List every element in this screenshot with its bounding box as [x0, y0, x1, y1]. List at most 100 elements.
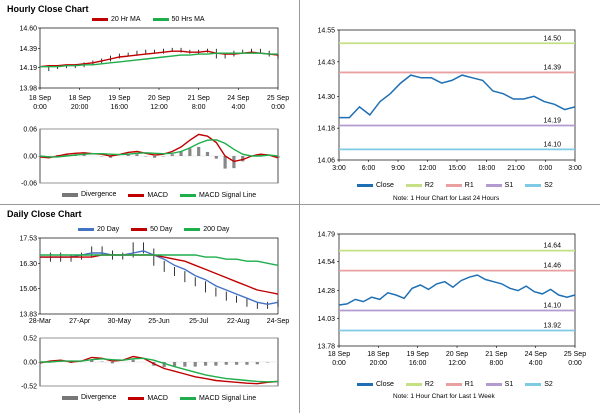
- x-tick-label: 28-Mar: [29, 318, 52, 325]
- x-tick-label: 6:00: [362, 165, 376, 172]
- pivot-level-label: 14.10: [543, 141, 561, 148]
- y-tick-label: 0.00: [23, 154, 37, 161]
- x-tick-label: 16:00: [111, 104, 129, 111]
- hourly-macd-plot: 0.06 0.00 -0.06: [21, 127, 280, 188]
- x-tick-label: 21:00: [507, 165, 525, 172]
- divergence-bar: [188, 148, 192, 156]
- x-tick-label: 4:00: [529, 360, 543, 367]
- x-tick-label: 0:00: [271, 104, 285, 111]
- ma-line: [40, 254, 279, 295]
- divergence-bar: [255, 362, 259, 365]
- x-tick-label: 25 Sep: [267, 95, 289, 102]
- x-tick-label: 0:00: [568, 360, 582, 367]
- legend-r1-daily: R1: [445, 381, 474, 388]
- hourly-price-legend: 20 Hr MA 50 Hrs MA: [92, 16, 215, 23]
- x-tick-label: 25-Jul: [189, 318, 209, 325]
- divergence-bar: [214, 156, 218, 159]
- x-tick-label: 20 Sep: [446, 351, 468, 358]
- plot-frame: [39, 237, 279, 315]
- y-tick-label: 13.98: [19, 86, 37, 93]
- pivot-level-label: 13.92: [543, 322, 561, 329]
- divergence-bar: [90, 359, 94, 362]
- plot-frame: [338, 29, 576, 161]
- legend-r2-daily: R2: [405, 381, 434, 388]
- ma-line: [40, 52, 278, 68]
- y-tick-label: 14.55: [317, 28, 335, 35]
- legend-macd-signal: MACD Signal Line: [179, 192, 256, 199]
- x-tick-label: 15:00: [448, 165, 466, 172]
- legend-s2-daily: S2: [525, 381, 553, 388]
- y-tick-label: 14.18: [317, 126, 335, 133]
- x-tick-label: 24-Sep: [267, 318, 290, 325]
- ma-line: [40, 250, 279, 306]
- y-tick-label: 0.52: [23, 336, 37, 343]
- x-tick-label: 27-Apr: [69, 318, 91, 325]
- x-tick-label: 19 Sep: [407, 351, 429, 358]
- divergence-bar: [108, 156, 113, 158]
- daily-pivot-note: Note: 1 Hour Chart for Last 1 Week: [393, 393, 495, 400]
- divergence-bar: [241, 156, 245, 162]
- legend-20hr-ma: 20 Hr MA: [92, 16, 141, 23]
- y-tick-label: 14.06: [317, 158, 335, 165]
- legend-macd-daily: MACD: [128, 395, 168, 402]
- macd-line: [39, 139, 279, 158]
- y-tick-label: 14.19: [19, 65, 37, 72]
- y-tick-label: 14.43: [317, 59, 335, 66]
- y-tick-label: 0.00: [23, 360, 37, 367]
- column-divider: [299, 0, 300, 413]
- x-tick-label: 24 Sep: [525, 351, 547, 358]
- x-tick-label: 18:00: [478, 165, 496, 172]
- pivot-level-label: 14.46: [543, 263, 561, 270]
- x-tick-label: 16:00: [409, 360, 427, 367]
- x-tick-label: 20:00: [370, 360, 388, 367]
- divergence-bar: [258, 154, 262, 156]
- y-tick-label: 14.39: [19, 46, 37, 53]
- daily-section-title: Daily Close Chart: [7, 209, 82, 219]
- y-tick-label: 17.53: [19, 236, 37, 243]
- divergence-bar: [126, 154, 130, 156]
- legend-macd: MACD: [128, 192, 168, 199]
- ma-line: [40, 254, 279, 266]
- legend-s2: S2: [525, 182, 553, 189]
- pivot-level-label: 14.50: [543, 35, 561, 42]
- x-tick-label: 0:00: [332, 360, 346, 367]
- y-tick-label: 14.60: [19, 26, 37, 33]
- daily-macd-plot: 0.52 0.00 -0.52: [21, 336, 279, 391]
- divergence-bar: [223, 156, 227, 169]
- hourly-pivot-legend: Close R2 R1 S1 S2: [357, 182, 563, 189]
- y-tick-label: 13.83: [19, 312, 37, 319]
- hourly-macd-legend: Divergence MACD MACD Signal Line: [62, 191, 266, 199]
- divergence-bar: [152, 156, 157, 158]
- legend-divergence-daily: Divergence: [62, 394, 116, 401]
- pivot-level-label: 14.19: [543, 118, 561, 125]
- pivot-level-label: 14.10: [543, 303, 561, 310]
- y-tick-label: 0.06: [23, 127, 37, 134]
- macd-line: [39, 133, 279, 163]
- legend-50-day: 50 Day: [131, 226, 172, 233]
- legend-s1: S1: [485, 182, 513, 189]
- legend-r2: R2: [405, 182, 434, 189]
- hourly-price-plot: 14.60 14.39 14.19 13.98 18 Sep 0:00 18 Sep 20:0…: [19, 26, 289, 112]
- legend-20-day: 20 Day: [78, 226, 119, 233]
- daily-price-legend: 20 Day 50 Day 200 Day: [78, 226, 239, 233]
- x-tick-label: 3:00: [332, 165, 346, 172]
- divergence-bar: [205, 151, 210, 156]
- divergence-bar: [224, 362, 228, 365]
- x-tick-label: 18 Sep: [29, 95, 51, 102]
- close-line: [338, 274, 576, 306]
- x-tick-label: 22-Aug: [227, 318, 250, 325]
- x-tick-label: 0:00: [33, 104, 47, 111]
- legend-macd-signal-daily: MACD Signal Line: [179, 395, 256, 402]
- x-tick-label: 21 Sep: [485, 351, 507, 358]
- x-tick-label: 9:00: [391, 165, 405, 172]
- legend-r1: R1: [445, 182, 474, 189]
- x-tick-label: 3:00: [568, 165, 582, 172]
- x-tick-label: 24 Sep: [227, 95, 249, 102]
- divergence-bar: [203, 362, 208, 366]
- x-tick-label: 12:00: [419, 165, 437, 172]
- y-tick-label: 14.30: [317, 94, 335, 101]
- legend-s1-daily: S1: [485, 381, 513, 388]
- divergence-bar: [131, 359, 135, 362]
- x-tick-label: 4:00: [232, 104, 246, 111]
